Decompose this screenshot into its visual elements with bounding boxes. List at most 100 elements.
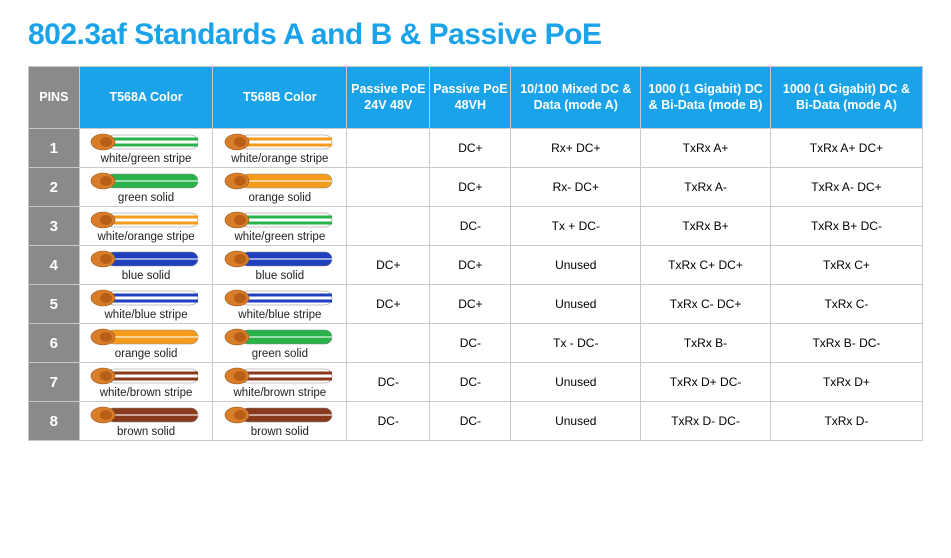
t568b-cell: white/orange stripe xyxy=(213,129,347,168)
wire-wrap: orange solid xyxy=(84,328,209,360)
wire-wrap: white/green stripe xyxy=(84,133,209,165)
col-header-poe24: Passive PoE 24V 48V xyxy=(347,67,430,129)
poe24-value xyxy=(347,324,430,363)
t568a-cell: blue solid xyxy=(79,246,213,285)
wire-label: orange solid xyxy=(249,192,312,204)
modeB1G-value: TxRx D- DC- xyxy=(641,402,771,441)
t568b-cell: orange solid xyxy=(213,168,347,207)
modeA10-value: Unused xyxy=(511,363,641,402)
t568a-cell: white/brown stripe xyxy=(79,363,213,402)
pin-number: 4 xyxy=(29,246,80,285)
modeA1G-value: TxRx C+ xyxy=(770,246,922,285)
wire-wrap: brown solid xyxy=(217,406,342,438)
wire-icon xyxy=(224,367,336,385)
col-header-pin: PINS xyxy=(29,67,80,129)
wire-icon xyxy=(224,250,336,268)
wire-label: white/green stripe xyxy=(101,153,192,165)
t568a-cell: orange solid xyxy=(79,324,213,363)
wire-label: white/brown stripe xyxy=(234,387,327,399)
wire-wrap: blue solid xyxy=(217,250,342,282)
table-row: 7 white/brown stripe white/brown stripe D… xyxy=(29,363,923,402)
poe48vh-value: DC- xyxy=(430,324,511,363)
wire-icon xyxy=(90,172,202,190)
wire-wrap: white/green stripe xyxy=(217,211,342,243)
modeB1G-value: TxRx B+ xyxy=(641,207,771,246)
t568a-cell: white/green stripe xyxy=(79,129,213,168)
header-row: PINST568A ColorT568B ColorPassive PoE 24… xyxy=(29,67,923,129)
wire-wrap: green solid xyxy=(84,172,209,204)
poe48vh-value: DC+ xyxy=(430,285,511,324)
wire-icon xyxy=(90,250,202,268)
wire-wrap: blue solid xyxy=(84,250,209,282)
modeA1G-value: TxRx B- DC- xyxy=(770,324,922,363)
t568a-cell: white/blue stripe xyxy=(79,285,213,324)
wire-icon xyxy=(90,211,202,229)
modeA10-value: Unused xyxy=(511,402,641,441)
table-row: 3 white/orange stripe white/green stripe… xyxy=(29,207,923,246)
table-row: 4 blue solid blue solidDC+DC+UnusedTxRx … xyxy=(29,246,923,285)
wire-label: orange solid xyxy=(115,348,178,360)
wire-icon xyxy=(90,367,202,385)
wire-icon xyxy=(224,289,336,307)
modeA10-value: Rx+ DC+ xyxy=(511,129,641,168)
modeB1G-value: TxRx B- xyxy=(641,324,771,363)
wire-wrap: white/orange stripe xyxy=(84,211,209,243)
col-header-modeB1G: 1000 (1 Gigabit) DC & Bi-Data (mode B) xyxy=(641,67,771,129)
t568a-cell: green solid xyxy=(79,168,213,207)
wire-wrap: orange solid xyxy=(217,172,342,204)
table-row: 6 orange solid green solidDC-Tx - DC-TxR… xyxy=(29,324,923,363)
wire-icon xyxy=(90,289,202,307)
modeA1G-value: TxRx D+ xyxy=(770,363,922,402)
poe24-value: DC- xyxy=(347,402,430,441)
wire-icon xyxy=(90,328,202,346)
pin-number: 7 xyxy=(29,363,80,402)
t568b-cell: green solid xyxy=(213,324,347,363)
pin-number: 5 xyxy=(29,285,80,324)
wire-icon xyxy=(90,133,202,151)
table-row: 2 green solid orange solid DC+Rx- DC+ TxRx… xyxy=(29,168,923,207)
col-header-t568a: T568A Color xyxy=(79,67,213,129)
wire-label: brown solid xyxy=(251,426,309,438)
table-row: 1 white/green stripe white/orange stripe… xyxy=(29,129,923,168)
wire-wrap: white/orange stripe xyxy=(217,133,342,165)
table-row: 8 brown solid brown solidDC-DC-UnusedTxR… xyxy=(29,402,923,441)
t568a-cell: white/orange stripe xyxy=(79,207,213,246)
table-head: PINST568A ColorT568B ColorPassive PoE 24… xyxy=(29,67,923,129)
modeA1G-value: TxRx D- xyxy=(770,402,922,441)
wire-label: green solid xyxy=(252,348,308,360)
wire-label: green solid xyxy=(118,192,174,204)
poe24-value xyxy=(347,207,430,246)
t568b-cell: blue solid xyxy=(213,246,347,285)
modeB1G-value: TxRx C- DC+ xyxy=(641,285,771,324)
poe24-value: DC- xyxy=(347,363,430,402)
table-body: 1 white/green stripe white/orange stripe… xyxy=(29,129,923,441)
modeA1G-value: TxRx B+ DC- xyxy=(770,207,922,246)
poe48vh-value: DC+ xyxy=(430,168,511,207)
col-header-poe48vh: Passive PoE 48VH xyxy=(430,67,511,129)
t568a-cell: brown solid xyxy=(79,402,213,441)
table-row: 5 white/blue stripe white/blue stripe DC+… xyxy=(29,285,923,324)
t568b-cell: white/brown stripe xyxy=(213,363,347,402)
modeA1G-value: TxRx C- xyxy=(770,285,922,324)
wire-label: white/green stripe xyxy=(234,231,325,243)
poe48vh-value: DC- xyxy=(430,207,511,246)
modeB1G-value: TxRx D+ DC- xyxy=(641,363,771,402)
modeA1G-value: TxRx A- DC+ xyxy=(770,168,922,207)
pin-number: 8 xyxy=(29,402,80,441)
modeA10-value: Tx - DC- xyxy=(511,324,641,363)
wire-wrap: brown solid xyxy=(84,406,209,438)
wire-label: white/blue stripe xyxy=(238,309,321,321)
modeA10-value: Unused xyxy=(511,246,641,285)
wire-icon xyxy=(224,328,336,346)
modeA10-value: Rx- DC+ xyxy=(511,168,641,207)
modeA10-value: Unused xyxy=(511,285,641,324)
page-title: 802.3af Standards A and B & Passive PoE xyxy=(28,18,923,52)
wire-wrap: white/brown stripe xyxy=(84,367,209,399)
pin-number: 2 xyxy=(29,168,80,207)
pin-number: 6 xyxy=(29,324,80,363)
wire-wrap: green solid xyxy=(217,328,342,360)
standards-table: PINST568A ColorT568B ColorPassive PoE 24… xyxy=(28,66,923,441)
poe24-value xyxy=(347,129,430,168)
wire-icon xyxy=(90,406,202,424)
wire-label: blue solid xyxy=(256,270,305,282)
